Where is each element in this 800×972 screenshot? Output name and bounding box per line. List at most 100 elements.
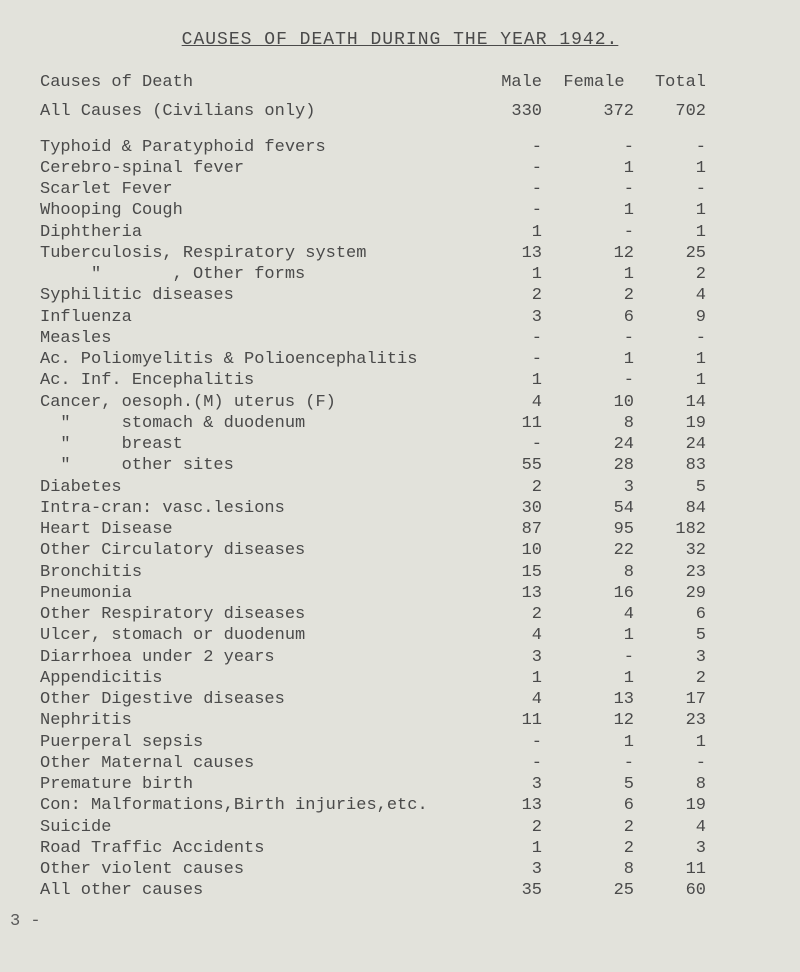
row-female: -	[544, 753, 634, 774]
row-female: 22	[544, 540, 634, 561]
row-total: 1	[636, 158, 706, 179]
row-female: 95	[544, 519, 634, 540]
row-total: 84	[636, 498, 706, 519]
table-row: Heart Disease8795182	[40, 519, 760, 540]
row-female: 4	[544, 604, 634, 625]
row-total: -	[636, 328, 706, 349]
row-male: 15	[472, 562, 542, 583]
table-row: Other Circulatory diseases102232	[40, 540, 760, 561]
row-total: 5	[636, 477, 706, 498]
row-male: 10	[472, 540, 542, 561]
table-row: Pneumonia131629	[40, 583, 760, 604]
table-row: Con: Malformations,Birth injuries,etc.13…	[40, 795, 760, 816]
row-male: 11	[472, 413, 542, 434]
row-label: Con: Malformations,Birth injuries,etc.	[40, 795, 470, 816]
row-total: 4	[636, 285, 706, 306]
row-total: 8	[636, 774, 706, 795]
row-label: Diphtheria	[40, 222, 470, 243]
row-label: Whooping Cough	[40, 200, 470, 221]
row-female: -	[544, 137, 634, 158]
row-total: 3	[636, 838, 706, 859]
table-header-row: Causes of Death Male Female Total	[40, 72, 760, 93]
row-total: 19	[636, 795, 706, 816]
row-male: -	[472, 179, 542, 200]
row-label: Suicide	[40, 817, 470, 838]
row-total: 25	[636, 243, 706, 264]
row-female: 5	[544, 774, 634, 795]
table-row: Diarrhoea under 2 years3-3	[40, 647, 760, 668]
row-label: Other violent causes	[40, 859, 470, 880]
row-total: 4	[636, 817, 706, 838]
row-label: Intra-cran: vasc.lesions	[40, 498, 470, 519]
row-total: 29	[636, 583, 706, 604]
row-male: 13	[472, 243, 542, 264]
row-male: 2	[472, 604, 542, 625]
row-male: 1	[472, 370, 542, 391]
row-label: Premature birth	[40, 774, 470, 795]
row-female: 6	[544, 795, 634, 816]
row-male: 1	[472, 222, 542, 243]
row-male: 13	[472, 795, 542, 816]
row-male: 13	[472, 583, 542, 604]
table-row: Nephritis111223	[40, 710, 760, 731]
table-row: All other causes352560	[40, 880, 760, 901]
row-female: 28	[544, 455, 634, 476]
row-male: 11	[472, 710, 542, 731]
row-male: 2	[472, 817, 542, 838]
row-male: -	[472, 137, 542, 158]
header-total: Total	[636, 72, 706, 93]
row-male: 3	[472, 774, 542, 795]
row-male: 87	[472, 519, 542, 540]
row-label: Road Traffic Accidents	[40, 838, 470, 859]
row-label: Ac. Inf. Encephalitis	[40, 370, 470, 391]
row-label: Heart Disease	[40, 519, 470, 540]
row-total: 24	[636, 434, 706, 455]
row-female: 1	[544, 668, 634, 689]
row-total: 60	[636, 880, 706, 901]
row-total: 32	[636, 540, 706, 561]
all-causes-female: 372	[544, 101, 634, 122]
row-label: " , Other forms	[40, 264, 470, 285]
row-female: 54	[544, 498, 634, 519]
row-total: 9	[636, 307, 706, 328]
row-label: Ac. Poliomyelitis & Polioencephalitis	[40, 349, 470, 370]
row-female: 1	[544, 264, 634, 285]
row-female: 1	[544, 158, 634, 179]
row-total: 5	[636, 625, 706, 646]
table-row: Diphtheria1-1	[40, 222, 760, 243]
page-number: 3 -	[10, 912, 760, 931]
row-female: -	[544, 647, 634, 668]
table-row: Measles---	[40, 328, 760, 349]
table-row: Premature birth358	[40, 774, 760, 795]
row-male: 1	[472, 668, 542, 689]
header-male: Male	[472, 72, 542, 93]
page-title: CAUSES OF DEATH DURING THE YEAR 1942.	[40, 30, 760, 50]
table-row: Cerebro-spinal fever-11	[40, 158, 760, 179]
row-label: All other causes	[40, 880, 470, 901]
row-male: -	[472, 732, 542, 753]
row-label: Tuberculosis, Respiratory system	[40, 243, 470, 264]
row-total: 1	[636, 222, 706, 243]
row-male: 35	[472, 880, 542, 901]
row-label: Scarlet Fever	[40, 179, 470, 200]
table-row: Diabetes235	[40, 477, 760, 498]
table-row: Intra-cran: vasc.lesions305484	[40, 498, 760, 519]
row-female: 1	[544, 200, 634, 221]
table-row: Whooping Cough-11	[40, 200, 760, 221]
row-label: Puerperal sepsis	[40, 732, 470, 753]
row-total: 14	[636, 392, 706, 413]
table-row: Ac. Inf. Encephalitis1-1	[40, 370, 760, 391]
row-female: 12	[544, 243, 634, 264]
row-total: 182	[636, 519, 706, 540]
row-female: -	[544, 222, 634, 243]
all-causes-total: 702	[636, 101, 706, 122]
row-female: 8	[544, 562, 634, 583]
row-male: -	[472, 328, 542, 349]
row-male: 3	[472, 647, 542, 668]
row-female: 6	[544, 307, 634, 328]
row-total: 3	[636, 647, 706, 668]
table-row: Ac. Poliomyelitis & Polioencephalitis-11	[40, 349, 760, 370]
row-male: 4	[472, 625, 542, 646]
table-row: Other Maternal causes---	[40, 753, 760, 774]
row-female: 24	[544, 434, 634, 455]
